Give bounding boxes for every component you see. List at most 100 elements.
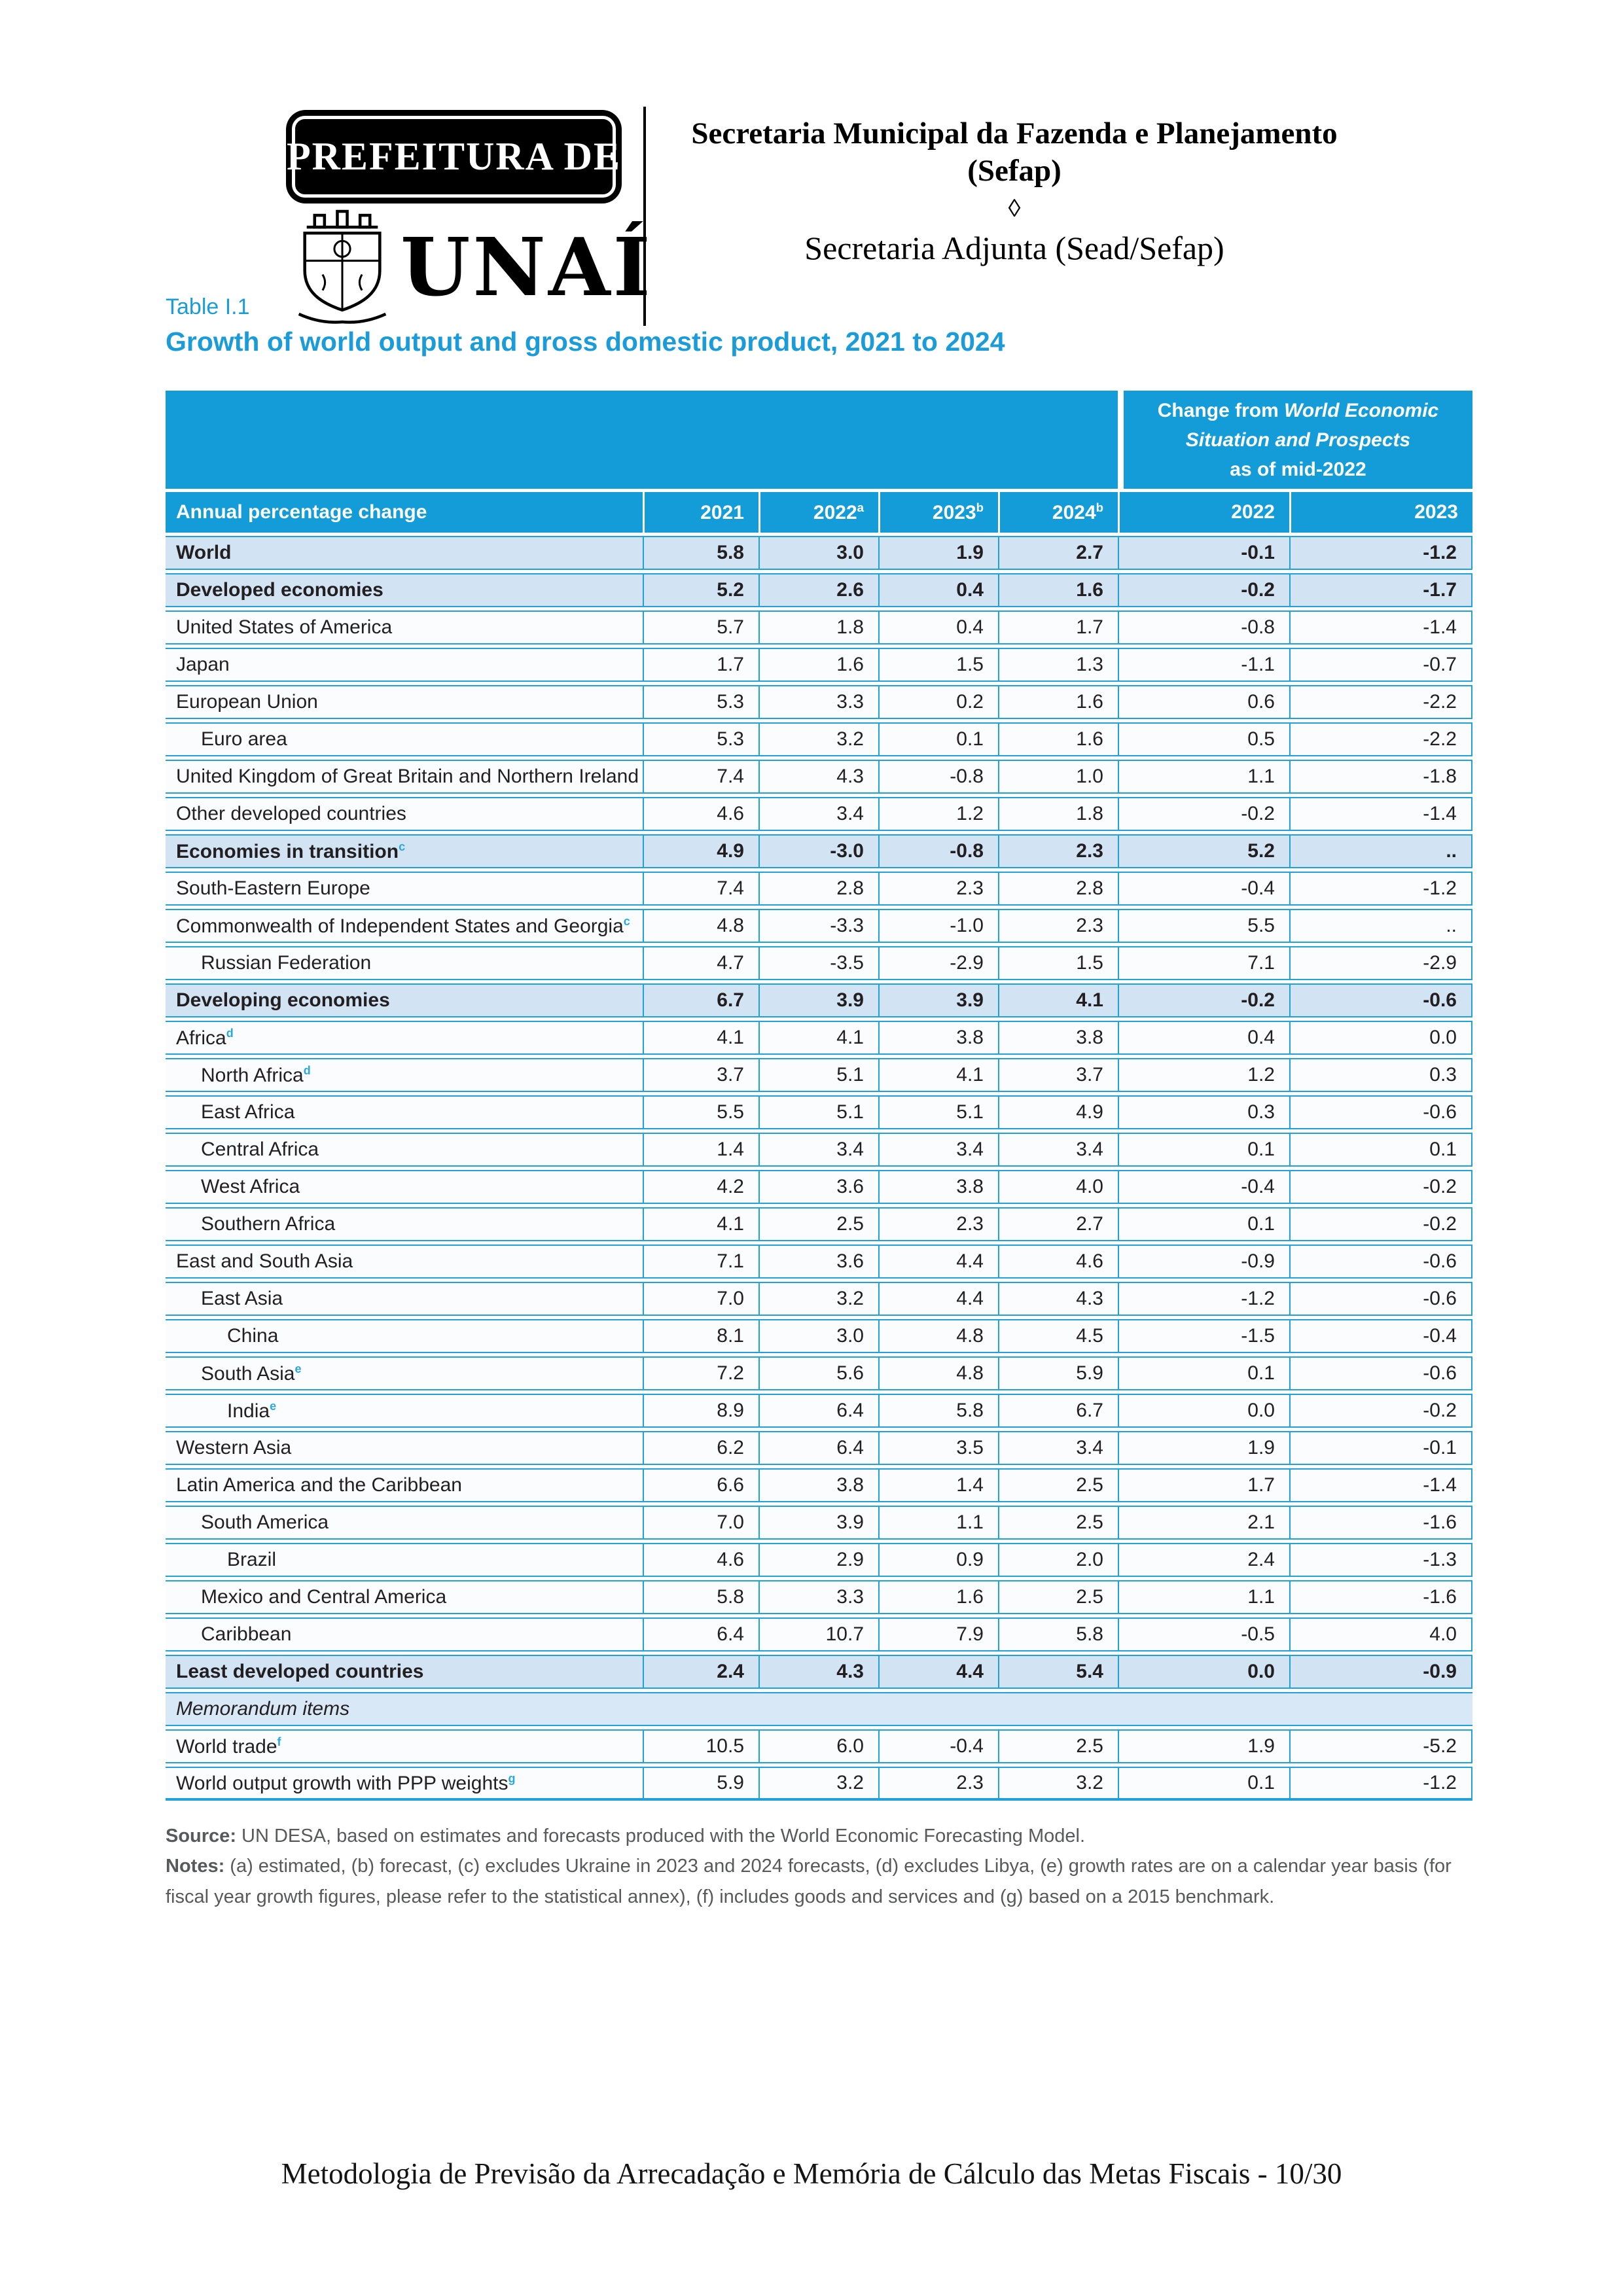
cell-value: 3.4 [758, 797, 878, 831]
table-row: North Africad 3.7 5.1 4.1 3.7 1.2 0.3 [166, 1058, 1472, 1092]
cell-value: 4.0 [1289, 1617, 1472, 1651]
cell-value: 2.3 [998, 834, 1118, 868]
table-row: World output growth with PPP weightsg 5.9… [166, 1767, 1472, 1801]
cell-value: 3.6 [758, 1170, 878, 1204]
cell-value: 4.2 [643, 1170, 758, 1204]
cell-value: -1.7 [1289, 573, 1472, 607]
cell-value: -1.4 [1289, 610, 1472, 645]
cell-value: 5.9 [643, 1767, 758, 1801]
row-label: South America [166, 1506, 643, 1540]
cell-value: 7.4 [643, 760, 758, 794]
diamond-icon: ◊ [1008, 194, 1021, 222]
footnote-marker: e [294, 1362, 302, 1375]
cell-value: 2.6 [758, 573, 878, 607]
cell-value: 4.1 [643, 1021, 758, 1055]
cell-value: 5.8 [643, 536, 758, 570]
cell-value: 6.4 [758, 1394, 878, 1428]
cell-value: 5.7 [643, 610, 758, 645]
row-label: China [166, 1319, 643, 1353]
cell-value: 0.3 [1118, 1095, 1289, 1129]
cell-value: 7.0 [643, 1506, 758, 1540]
cell-value: 2.8 [998, 872, 1118, 906]
memorandum-label: Memorandum items [166, 1692, 1472, 1726]
cell-value: 0.4 [878, 610, 998, 645]
cell-value: 5.8 [998, 1617, 1118, 1651]
footnote-marker: c [399, 839, 406, 853]
header-band-spacer [166, 391, 1118, 489]
cell-value: 1.2 [878, 797, 998, 831]
cell-value: 3.4 [878, 1133, 998, 1167]
cell-value: 6.7 [643, 983, 758, 1017]
cell-value: 3.4 [998, 1133, 1118, 1167]
department-title-line1: Secretaria Municipal da Fazenda e Planej… [691, 116, 1338, 150]
row-label: North Africad [166, 1058, 643, 1092]
cell-value: -0.4 [1118, 872, 1289, 906]
cell-value: 5.1 [758, 1058, 878, 1092]
cell-value: 0.0 [1118, 1394, 1289, 1428]
row-label: East Africa [166, 1095, 643, 1129]
cell-value: 1.6 [998, 573, 1118, 607]
cell-value: 1.1 [878, 1506, 998, 1540]
cell-value: 5.5 [1118, 909, 1289, 943]
cell-value: 1.6 [998, 685, 1118, 719]
row-label: Central Africa [166, 1133, 643, 1167]
sub-department-title: Secretaria Adjunta (Sead/Sefap) [804, 230, 1224, 267]
cell-value: -1.3 [1289, 1543, 1472, 1577]
row-label: Japan [166, 648, 643, 682]
cell-value: 0.0 [1118, 1655, 1289, 1689]
cell-value: -0.1 [1289, 1431, 1472, 1465]
cell-value: 1.0 [998, 760, 1118, 794]
cell-value: 4.3 [998, 1282, 1118, 1316]
row-label: Euro area [166, 722, 643, 756]
row-label: South-Eastern Europe [166, 872, 643, 906]
header-band-row: Change from World Economic Situation and… [166, 391, 1472, 489]
cell-value: 0.9 [878, 1543, 998, 1577]
cell-value: -0.6 [1289, 1282, 1472, 1316]
cell-value: -0.8 [1118, 610, 1289, 645]
cell-value: 3.8 [878, 1021, 998, 1055]
cell-value: 4.9 [643, 834, 758, 868]
cell-value: -1.2 [1289, 536, 1472, 570]
cell-value: 3.8 [878, 1170, 998, 1204]
table-row: Commonwealth of Independent States and G… [166, 909, 1472, 943]
row-label: Commonwealth of Independent States and G… [166, 909, 643, 943]
cell-value: 2.5 [758, 1207, 878, 1241]
cell-value: 1.5 [998, 946, 1118, 980]
footnote-marker: d [226, 1026, 234, 1040]
cell-value: -0.6 [1289, 983, 1472, 1017]
cell-value: 4.0 [998, 1170, 1118, 1204]
row-label: Mexico and Central America [166, 1580, 643, 1614]
cell-value: 5.3 [643, 722, 758, 756]
cell-value: -0.1 [1118, 536, 1289, 570]
table-row: West Africa 4.2 3.6 3.8 4.0 -0.4 -0.2 [166, 1170, 1472, 1204]
cell-value: 5.4 [998, 1655, 1118, 1689]
prefeitura-logo-box: PREFEITURA DE [286, 110, 622, 203]
cell-value: 2.5 [998, 1729, 1118, 1763]
table-row: Western Asia 6.2 6.4 3.5 3.4 1.9 -0.1 [166, 1431, 1472, 1465]
page-footer: Metodologia de Previsão da Arrecadação e… [281, 2157, 1342, 2190]
row-label: Least developed countries [166, 1655, 643, 1689]
cell-value: -0.4 [878, 1729, 998, 1763]
cell-value: 2.1 [1118, 1506, 1289, 1540]
cell-value: -0.9 [1118, 1245, 1289, 1279]
cell-value: -0.2 [1289, 1170, 1472, 1204]
cell-value: 5.2 [643, 573, 758, 607]
cell-value: -5.2 [1289, 1729, 1472, 1763]
cell-value: -1.2 [1289, 872, 1472, 906]
cell-value: -3.0 [758, 834, 878, 868]
cell-value: -0.8 [878, 834, 998, 868]
table-title: Growth of world output and gross domesti… [166, 327, 1005, 357]
header-divider [643, 107, 646, 326]
table-row: United Kingdom of Great Britain and Nort… [166, 760, 1472, 794]
col-2022: 2022a [758, 492, 878, 533]
cell-value: -0.7 [1289, 648, 1472, 682]
cell-value: 1.3 [998, 648, 1118, 682]
table-section: Table I.1 Growth of world output and gro… [166, 294, 1472, 1912]
growth-table: Change from World Economic Situation and… [166, 387, 1472, 1804]
cell-value: 1.9 [878, 536, 998, 570]
cell-value: 6.2 [643, 1431, 758, 1465]
cell-value: -0.6 [1289, 1245, 1472, 1279]
cell-value: 4.8 [878, 1319, 998, 1353]
cell-value: 0.1 [878, 722, 998, 756]
memorandum-row: Memorandum items [166, 1692, 1472, 1726]
